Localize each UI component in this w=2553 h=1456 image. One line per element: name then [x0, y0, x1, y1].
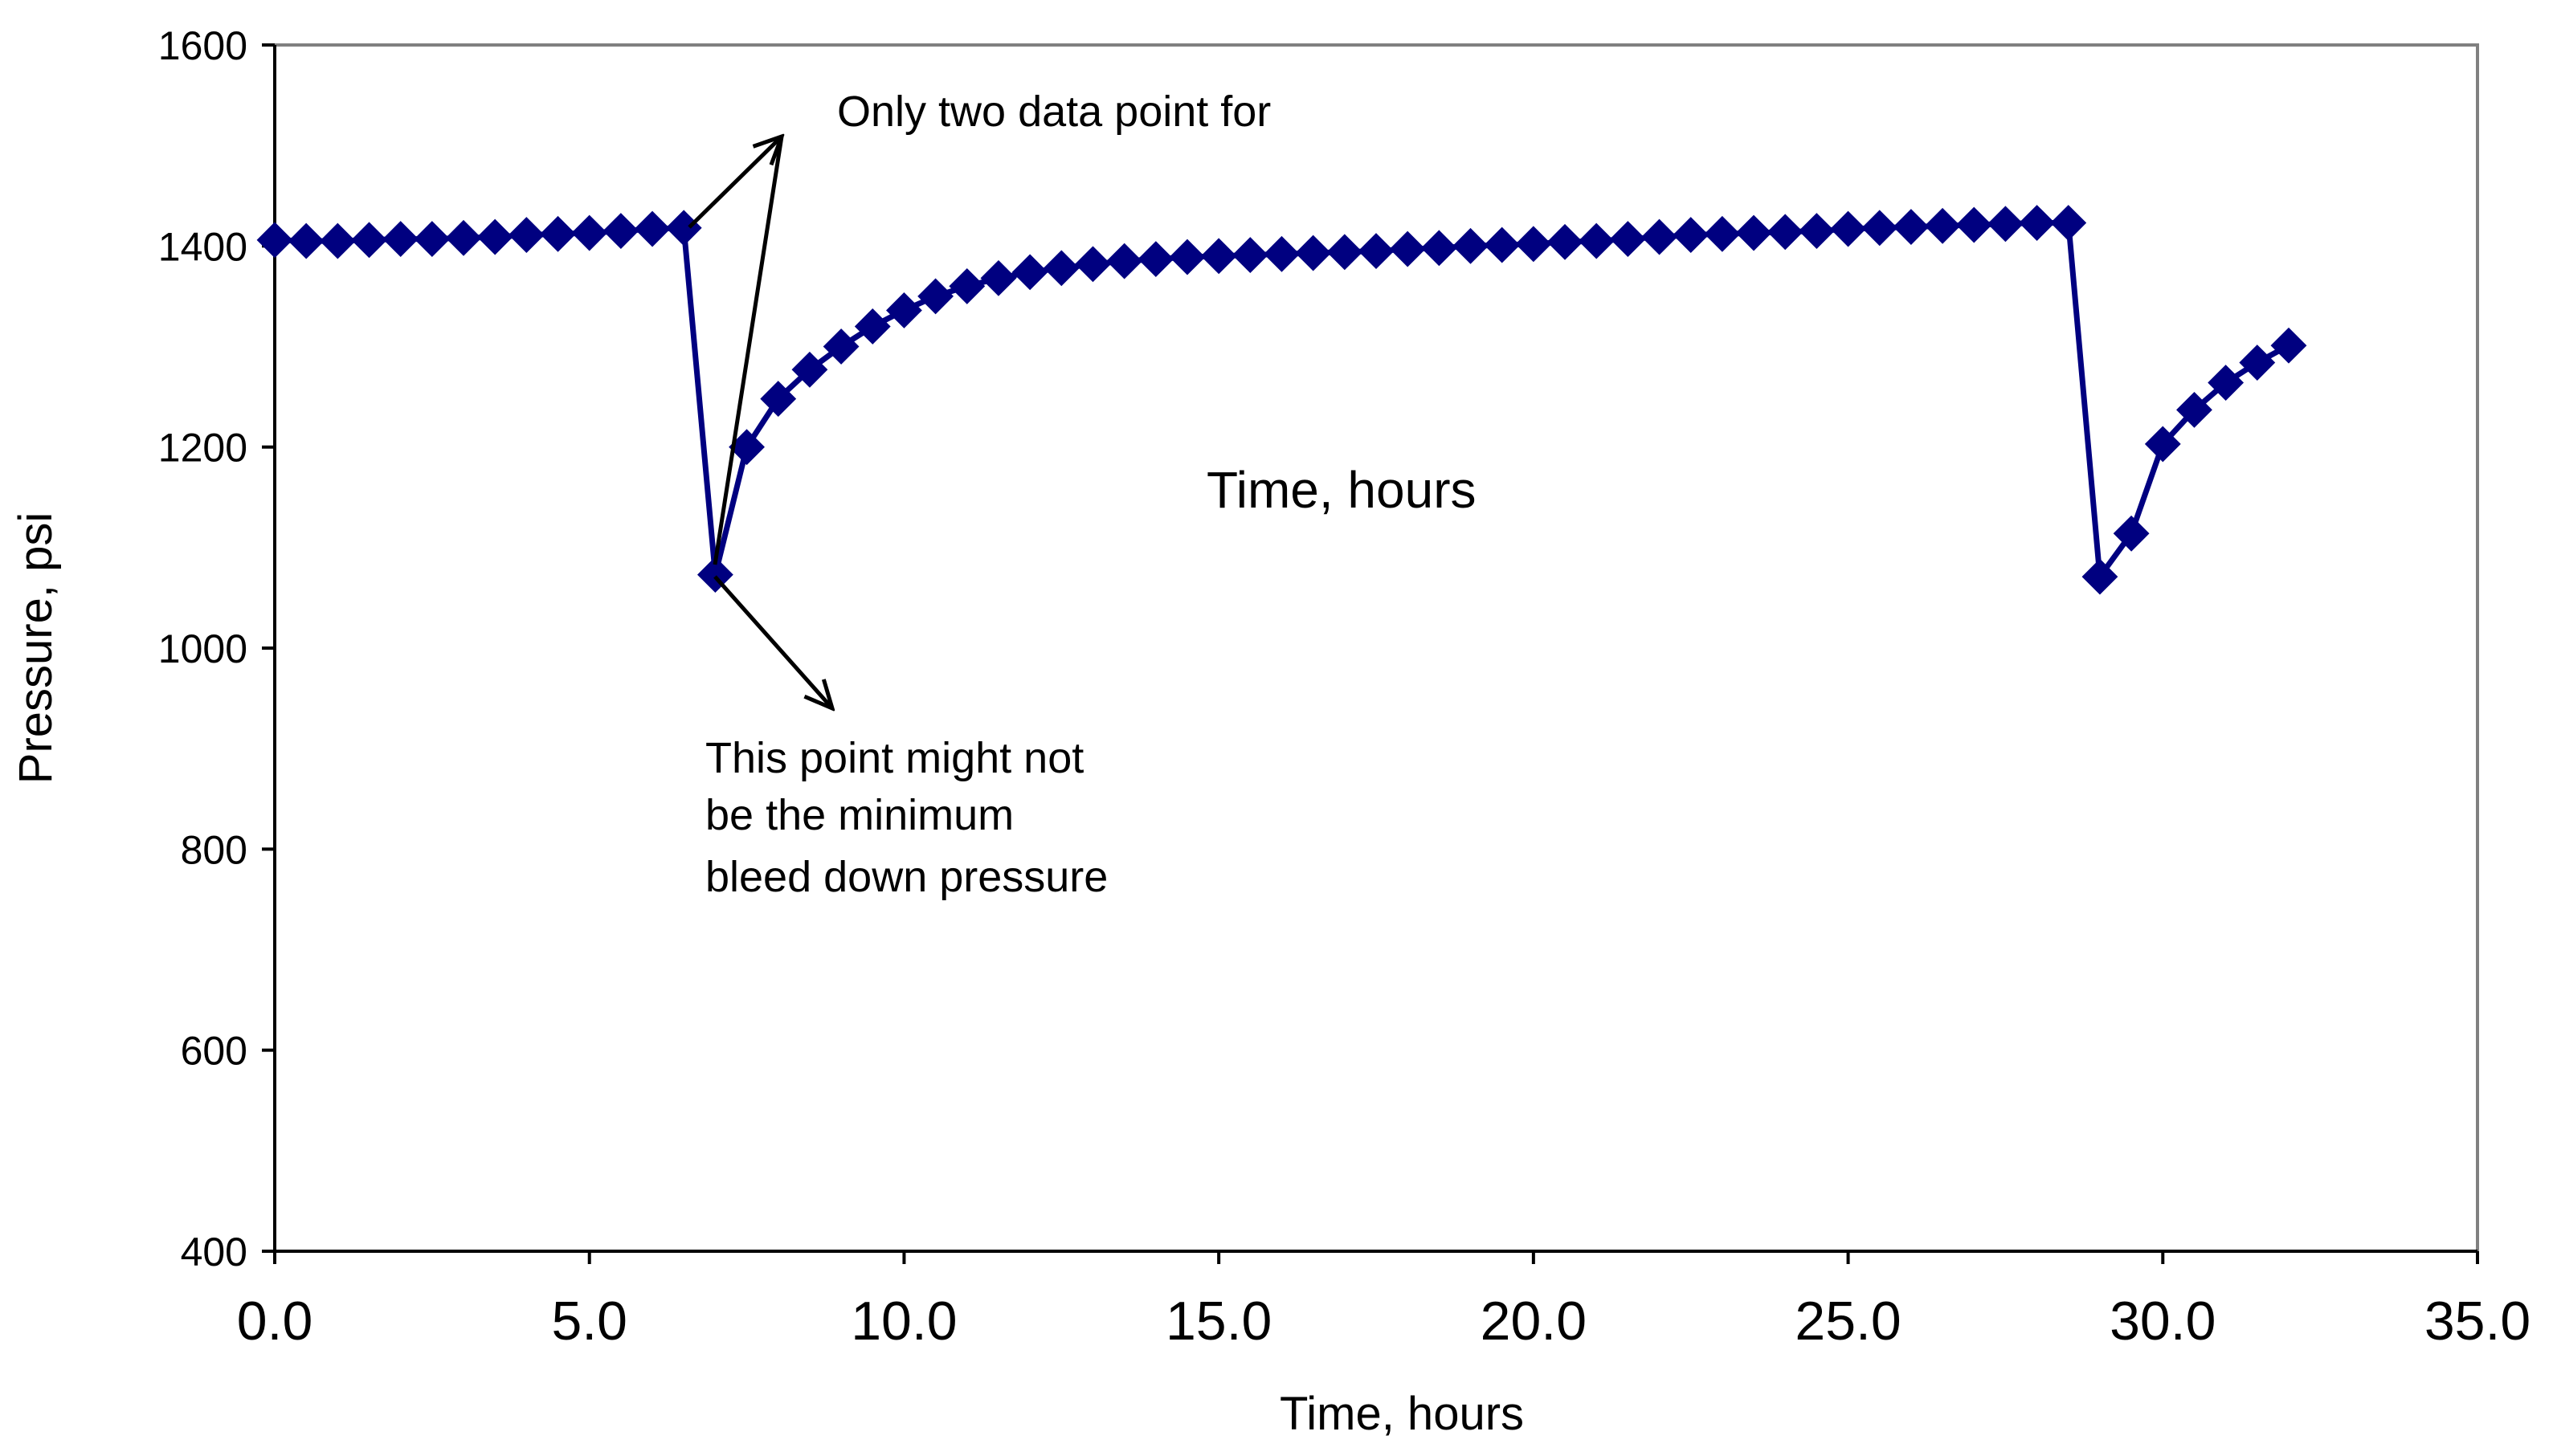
- data-point-marker: [1767, 214, 1803, 251]
- data-point-marker: [540, 215, 576, 252]
- y-axis: 400 600 800 1000 1200 1400 1600: [158, 23, 276, 1275]
- data-point-marker: [1358, 233, 1395, 270]
- x-tick-label: 10.0: [851, 1291, 957, 1352]
- y-tick-label: 1400: [158, 224, 247, 269]
- x-tick-label: 25.0: [1795, 1291, 1901, 1352]
- data-point-marker: [2176, 391, 2212, 428]
- data-point-marker: [886, 292, 922, 328]
- data-point-marker: [823, 328, 860, 365]
- data-point-marker: [980, 259, 1017, 296]
- data-point-marker: [1578, 222, 1615, 259]
- data-point-marker: [1232, 237, 1268, 274]
- x-tick-label: 30.0: [2110, 1291, 2216, 1352]
- data-point-marker: [1515, 226, 1552, 263]
- x-tick-label: 35.0: [2424, 1291, 2531, 1352]
- data-point-marker: [508, 217, 545, 253]
- data-point-marker: [1106, 243, 1143, 279]
- y-tick-label: 400: [181, 1230, 247, 1275]
- data-point-marker: [2113, 515, 2150, 552]
- data-point-marker: [2208, 365, 2245, 401]
- data-point-marker: [2019, 205, 2056, 241]
- data-point-marker: [854, 308, 891, 345]
- annotation-arrow-below-minimum: [713, 575, 832, 708]
- data-point-marker: [256, 222, 293, 259]
- data-point-marker: [1138, 241, 1174, 278]
- data-point-marker: [1609, 221, 1646, 257]
- data-point-marker: [1011, 254, 1048, 291]
- annotation-min-point-line-3: bleed down pressure: [705, 853, 1108, 901]
- data-point-marker: [1200, 238, 1237, 275]
- data-point-marker: [949, 267, 986, 304]
- data-point-marker: [696, 557, 733, 593]
- data-point-marker: [1326, 234, 1363, 271]
- data-point-marker: [1420, 230, 1457, 267]
- annotation-arrow-to-minimum: [713, 136, 784, 565]
- x-tick-label: 20.0: [1481, 1291, 1587, 1352]
- data-point-marker: [1987, 206, 2024, 243]
- y-tick-label: 800: [181, 827, 247, 872]
- y-tick-label: 1000: [158, 626, 247, 671]
- data-point-marker: [1264, 235, 1300, 272]
- data-point-marker: [1389, 230, 1426, 267]
- data-point-marker: [2081, 558, 2118, 595]
- data-point-marker: [1924, 207, 1961, 244]
- data-point-marker: [288, 222, 325, 259]
- data-point-marker: [1043, 250, 1080, 287]
- y-tick-label: 1600: [158, 23, 247, 68]
- data-point-marker: [791, 351, 828, 388]
- y-tick-label: 1200: [158, 426, 247, 471]
- data-point-marker: [1893, 209, 1930, 245]
- data-point-marker: [1295, 235, 1332, 271]
- y-tick-label: 600: [181, 1029, 247, 1074]
- data-point-marker: [2144, 426, 2181, 463]
- data-point-marker: [1452, 227, 1489, 264]
- data-point-marker: [917, 278, 954, 315]
- annotation-two-points: Only two data point for: [837, 88, 1271, 136]
- data-point-marker: [1673, 217, 1709, 253]
- x-tick-label: 15.0: [1166, 1291, 1272, 1352]
- data-point-marker: [1704, 215, 1741, 252]
- data-point-marker: [1484, 226, 1521, 263]
- data-point-marker: [634, 210, 671, 247]
- data-point-marker: [760, 381, 797, 418]
- data-point-marker: [319, 222, 356, 259]
- annotation-min-point-line-1: This point might not: [705, 734, 1084, 782]
- data-point-marker: [1735, 214, 1772, 251]
- annotation-arrow-to-first-drop: [688, 137, 782, 229]
- data-point-marker: [571, 214, 608, 251]
- data-point-marker: [2239, 345, 2276, 381]
- annotation-mid-time-label: Time, hours: [1207, 461, 1477, 519]
- data-point-marker: [382, 221, 419, 257]
- annotation-min-point-line-2: be the minimum: [705, 791, 1014, 839]
- x-tick-label: 5.0: [551, 1291, 627, 1352]
- data-point-marker: [1641, 218, 1677, 255]
- data-point-marker: [603, 213, 639, 249]
- data-point-marker: [1830, 210, 1866, 247]
- data-point-marker: [414, 221, 451, 257]
- data-point-marker: [351, 222, 387, 259]
- data-point-marker: [2050, 205, 2087, 241]
- series-markers: [256, 205, 2307, 595]
- data-point-marker: [445, 219, 482, 256]
- data-point-marker: [1075, 246, 1111, 283]
- data-point-marker: [476, 218, 513, 255]
- x-tick-label: 0.0: [237, 1291, 313, 1352]
- x-axis: 0.0 5.0 10.0 15.0 20.0 25.0 30.0 35.0: [237, 1250, 2531, 1352]
- data-point-marker: [1955, 206, 1992, 243]
- data-point-marker: [1798, 213, 1835, 249]
- x-axis-label: Time, hours: [1280, 1388, 1524, 1440]
- plot-area: [273, 43, 2479, 1253]
- data-point-marker: [1546, 223, 1583, 260]
- data-point-marker: [2270, 327, 2307, 364]
- data-point-marker: [1861, 210, 1898, 247]
- y-axis-label: Pressure, psi: [10, 512, 62, 784]
- data-point-marker: [1169, 239, 1206, 275]
